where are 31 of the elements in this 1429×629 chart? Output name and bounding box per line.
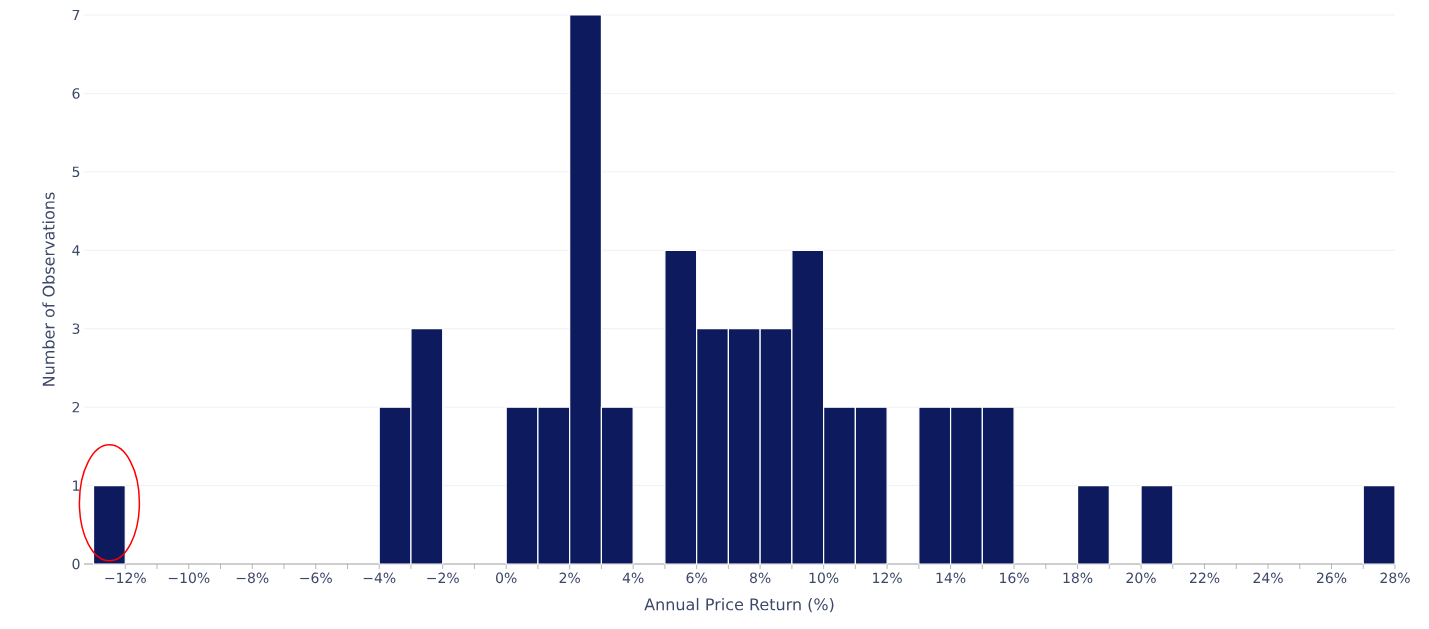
y-tick-label: 6: [72, 88, 80, 99]
x-tick-label: −6%: [300, 572, 332, 584]
x-tick-label: 14%: [936, 572, 966, 584]
y-tick-label: 0: [72, 558, 80, 570]
y-tick-label: 5: [72, 166, 80, 178]
x-tick-label: −2%: [427, 572, 459, 584]
y-tick-label: 3: [72, 323, 80, 335]
x-tick-label: 4%: [622, 572, 644, 584]
x-tick-label: 10%: [809, 572, 839, 584]
y-tick-label: 4: [72, 245, 80, 256]
x-tick-label: 0%: [496, 572, 517, 584]
x-tick-label: 20%: [1126, 572, 1156, 584]
x-tick-label: −12%: [105, 572, 146, 584]
x-tick-label: 24%: [1253, 572, 1283, 584]
x-tick-label: 6%: [686, 572, 707, 584]
x-axis-title: Annual Price Return (%): [644, 597, 834, 613]
x-tick-label: 28%: [1380, 572, 1410, 584]
x-tick-label: −8%: [236, 572, 269, 584]
x-tick-label: 22%: [1190, 572, 1220, 584]
x-tick-label: 18%: [1063, 572, 1093, 584]
x-tick-label: 16%: [1000, 572, 1029, 584]
x-tick-label: −4%: [363, 572, 396, 584]
y-tick-label: 2: [72, 401, 80, 413]
x-tick-label: 8%: [749, 572, 771, 584]
y-tick-label: 7: [72, 9, 80, 21]
y-axis-title: Number of Observations: [42, 192, 55, 386]
x-tick-label: 26%: [1316, 572, 1347, 584]
y-tick-label: 1: [73, 480, 80, 491]
x-tick-label: 12%: [873, 572, 902, 584]
x-tick-label: 2%: [559, 572, 580, 584]
x-tick-label: −10%: [168, 572, 210, 584]
